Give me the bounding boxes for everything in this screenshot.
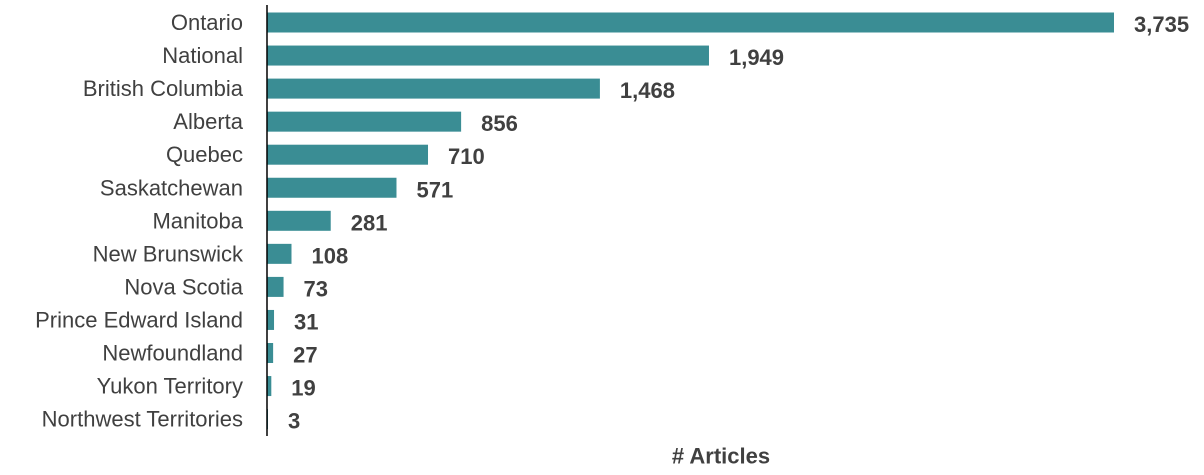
- bar: [267, 276, 284, 297]
- value-label: 281: [351, 210, 388, 235]
- category-labels-group: Ontario National British Columbia Alberta Qu…: [35, 10, 244, 432]
- value-label: 3,735: [1134, 12, 1189, 37]
- category-label: Saskatchewan: [100, 175, 243, 200]
- value-label: 856: [481, 111, 518, 136]
- category-label: Alberta: [173, 109, 243, 134]
- value-label: 1,949: [729, 45, 784, 70]
- category-label: Newfoundland: [102, 341, 243, 366]
- category-label: Yukon Territory: [97, 374, 243, 399]
- value-label: 27: [293, 343, 317, 368]
- category-label: Manitoba: [152, 208, 243, 233]
- bar: [267, 343, 274, 363]
- category-label: Northwest Territories: [42, 407, 243, 432]
- bar: [267, 111, 462, 132]
- value-label: 1,468: [620, 78, 675, 103]
- value-label: 571: [416, 177, 453, 202]
- value-label: 710: [448, 144, 485, 169]
- category-label: Nova Scotia: [124, 274, 243, 299]
- value-label: 73: [304, 276, 328, 301]
- bar: [267, 309, 275, 330]
- value-label: 3: [288, 409, 300, 434]
- bars-group: [267, 12, 1114, 430]
- category-label: Ontario: [171, 10, 243, 35]
- bar: [267, 210, 331, 231]
- bar: [267, 45, 709, 66]
- bar: [267, 243, 292, 264]
- x-axis-title: # Articles: [672, 444, 770, 469]
- bar: [267, 177, 397, 198]
- category-label: National: [162, 43, 243, 68]
- bar: [267, 144, 429, 165]
- bar: [267, 12, 1114, 33]
- value-label: 19: [291, 376, 315, 401]
- bar: [267, 78, 600, 99]
- category-label: Quebec: [166, 142, 243, 167]
- category-label: New Brunswick: [93, 241, 244, 266]
- category-label: Prince Edward Island: [35, 307, 243, 332]
- value-label: 31: [294, 309, 318, 334]
- bar: [267, 376, 272, 397]
- value-label: 108: [311, 243, 348, 268]
- category-label: British Columbia: [83, 76, 244, 101]
